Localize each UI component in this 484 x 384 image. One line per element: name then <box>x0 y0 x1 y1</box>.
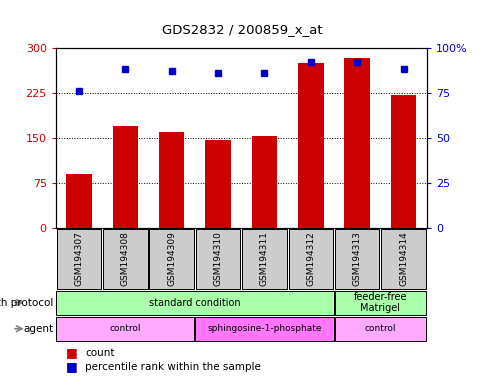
Text: GDS2832 / 200859_x_at: GDS2832 / 200859_x_at <box>162 23 322 36</box>
Bar <box>149 229 194 289</box>
Bar <box>334 229 378 289</box>
Bar <box>56 317 194 341</box>
Text: GSM194310: GSM194310 <box>213 232 222 286</box>
Text: sphingosine-1-phosphate: sphingosine-1-phosphate <box>207 324 321 333</box>
Text: GSM194311: GSM194311 <box>259 232 269 286</box>
Text: count: count <box>85 348 114 358</box>
Bar <box>344 58 369 228</box>
Text: GSM194314: GSM194314 <box>398 232 407 286</box>
Bar <box>112 126 138 228</box>
Bar <box>334 291 425 314</box>
Text: growth protocol: growth protocol <box>0 298 53 308</box>
Bar <box>103 229 147 289</box>
Text: GSM194312: GSM194312 <box>306 232 315 286</box>
Bar <box>390 94 415 228</box>
Bar <box>196 229 240 289</box>
Bar <box>288 229 333 289</box>
Text: feeder-free
Matrigel: feeder-free Matrigel <box>353 292 407 313</box>
Bar <box>242 229 286 289</box>
Text: GSM194309: GSM194309 <box>167 232 176 286</box>
Bar <box>56 291 333 314</box>
Text: control: control <box>109 324 141 333</box>
Text: GSM194313: GSM194313 <box>352 232 361 286</box>
Bar <box>195 317 333 341</box>
Text: GSM194307: GSM194307 <box>75 232 83 286</box>
Text: agent: agent <box>23 324 53 334</box>
Text: GSM194308: GSM194308 <box>121 232 130 286</box>
Text: control: control <box>364 324 395 333</box>
Text: percentile rank within the sample: percentile rank within the sample <box>85 362 260 372</box>
Bar <box>298 63 323 228</box>
Bar <box>205 140 230 228</box>
Bar <box>57 229 101 289</box>
Text: standard condition: standard condition <box>149 298 240 308</box>
Bar <box>334 317 425 341</box>
Bar <box>159 132 184 228</box>
Text: ■: ■ <box>65 346 77 359</box>
Bar <box>380 229 425 289</box>
Text: ■: ■ <box>65 360 77 373</box>
Bar <box>66 174 91 228</box>
Bar <box>251 136 277 228</box>
